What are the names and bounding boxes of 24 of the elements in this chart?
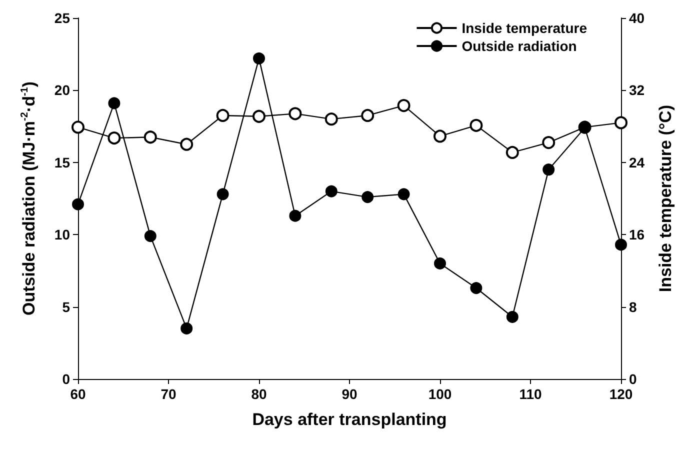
y-tick-label: 5 (62, 298, 70, 315)
legend-label: Inside temperature (462, 20, 588, 36)
x-axis-title: Days after transplanting (252, 410, 447, 429)
x-tick-label: 80 (251, 386, 267, 402)
y2-axis-title: Inside temperature (°C) (656, 104, 675, 292)
x-tick-label: 120 (609, 386, 633, 402)
y2-tick-label: 16 (629, 226, 645, 243)
x-tick-label: 60 (70, 386, 86, 402)
y-tick-label: 25 (54, 10, 70, 26)
x-tick-label: 70 (160, 386, 176, 402)
y-tick-label: 0 (62, 371, 70, 387)
y2-tick-label: 0 (629, 371, 637, 387)
y-tick-label: 15 (54, 154, 70, 170)
y2-tick-label: 40 (629, 10, 645, 26)
legend-label: Outside radiation (462, 38, 577, 54)
x-tick-label: 90 (342, 386, 358, 402)
y2-tick-label: 32 (629, 82, 645, 98)
y2-tick-label: 24 (629, 154, 645, 170)
x-tick-label: 100 (428, 386, 452, 402)
y-tick-label: 10 (54, 226, 70, 243)
y-tick-label: 20 (54, 82, 70, 98)
x-tick-label: 110 (519, 386, 542, 402)
y-axis-title: Outside radiation (MJ·m-2·d-1) (20, 81, 38, 316)
y2-tick-label: 8 (629, 298, 637, 315)
